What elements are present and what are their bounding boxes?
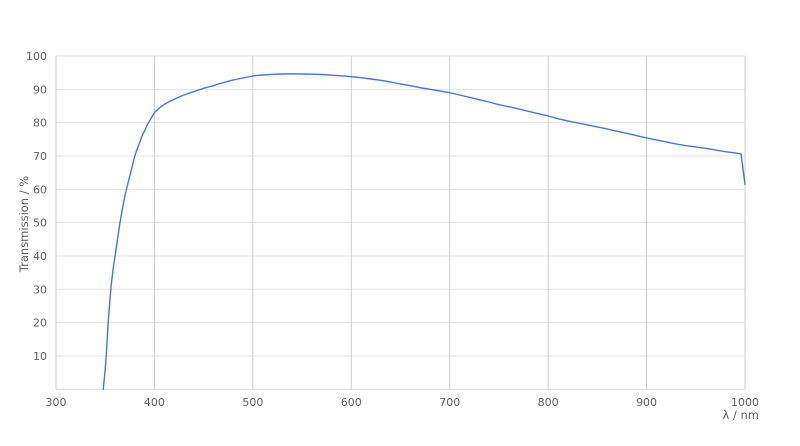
x-tick-labels: 300 400 500 600 700 800 900 1000 (46, 396, 760, 409)
y-tick-label: 20 (33, 317, 47, 330)
vertical-gridlines (55, 56, 746, 390)
y-tick-label: 80 (33, 117, 47, 130)
x-tick-label: 600 (341, 396, 362, 409)
x-tick-label: 300 (46, 396, 67, 409)
y-axis-title: Transmission / % (17, 175, 31, 273)
x-tick-label: 400 (144, 396, 165, 409)
y-tick-label: 10 (33, 350, 47, 363)
y-tick-label: 30 (33, 283, 47, 296)
y-tick-label: 90 (33, 83, 47, 96)
y-tick-label: 60 (33, 183, 47, 196)
x-tick-label: 700 (439, 396, 460, 409)
horizontal-gridlines (56, 55, 745, 357)
x-tick-label: 900 (636, 396, 657, 409)
y-tick-label: 70 (33, 150, 47, 163)
x-tick-label: 1000 (731, 396, 759, 409)
x-tick-label: 800 (538, 396, 559, 409)
transmission-curve (102, 73, 746, 390)
y-tick-label: 100 (26, 50, 47, 63)
y-tick-label: 40 (33, 250, 47, 263)
x-tick-label: 500 (242, 396, 263, 409)
y-tick-label: 50 (33, 217, 47, 230)
y-tick-labels: 10 20 30 40 50 60 70 80 90 100 (26, 50, 47, 363)
x-axis-title: λ / nm (722, 408, 759, 422)
